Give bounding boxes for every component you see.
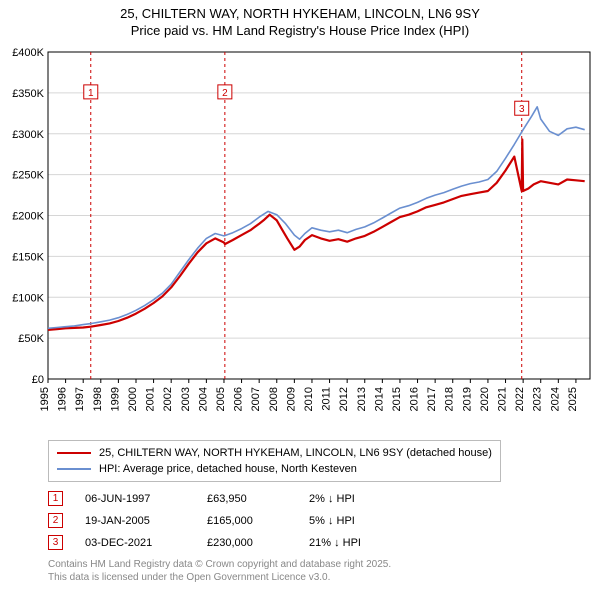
footer-attribution: Contains HM Land Registry data © Crown c… [48,558,590,584]
svg-text:2015: 2015 [391,387,403,411]
svg-text:£300K: £300K [12,129,44,141]
legend-swatch [57,452,91,455]
svg-text:1999: 1999 [109,387,121,411]
svg-text:2000: 2000 [127,387,139,411]
svg-text:2024: 2024 [549,387,561,411]
svg-text:2012: 2012 [338,387,350,411]
svg-text:1996: 1996 [57,387,69,411]
svg-text:2008: 2008 [268,387,280,411]
event-price: £63,950 [207,493,287,505]
legend: 25, CHILTERN WAY, NORTH HYKEHAM, LINCOLN… [48,440,501,482]
event-diff: 21% ↓ HPI [309,537,399,549]
svg-text:2006: 2006 [233,387,245,411]
svg-text:3: 3 [519,104,525,115]
footer-line-1: Contains HM Land Registry data © Crown c… [48,558,590,571]
svg-text:£200K: £200K [12,210,44,222]
event-date: 03-DEC-2021 [85,537,185,549]
title-line-2: Price paid vs. HM Land Registry's House … [10,23,590,40]
legend-swatch [57,468,91,471]
svg-text:2003: 2003 [180,387,192,411]
svg-text:2011: 2011 [321,387,333,411]
event-row: 1 06-JUN-1997 £63,950 2% ↓ HPI [48,488,590,510]
svg-text:2004: 2004 [197,387,209,411]
svg-text:2017: 2017 [426,387,438,411]
svg-text:£0: £0 [32,374,44,386]
svg-text:2009: 2009 [285,387,297,411]
svg-text:2002: 2002 [162,387,174,411]
svg-text:£400K: £400K [12,47,44,59]
event-diff: 5% ↓ HPI [309,515,399,527]
svg-text:2: 2 [222,88,228,99]
event-row: 3 03-DEC-2021 £230,000 21% ↓ HPI [48,532,590,554]
event-badge: 2 [48,513,63,528]
svg-text:2025: 2025 [567,387,579,411]
svg-text:2023: 2023 [532,387,544,411]
svg-text:2016: 2016 [409,387,421,411]
svg-text:£50K: £50K [18,333,44,345]
chart-title: 25, CHILTERN WAY, NORTH HYKEHAM, LINCOLN… [0,0,600,44]
svg-text:2001: 2001 [145,387,157,411]
svg-text:2010: 2010 [303,387,315,411]
event-row: 2 19-JAN-2005 £165,000 5% ↓ HPI [48,510,590,532]
svg-text:2021: 2021 [497,387,509,411]
svg-text:2013: 2013 [356,387,368,411]
event-badge: 3 [48,535,63,550]
svg-text:2019: 2019 [461,387,473,411]
svg-text:2007: 2007 [250,387,262,411]
svg-text:2022: 2022 [514,387,526,411]
svg-text:£100K: £100K [12,292,44,304]
event-price: £165,000 [207,515,287,527]
svg-text:£350K: £350K [12,88,44,100]
title-line-1: 25, CHILTERN WAY, NORTH HYKEHAM, LINCOLN… [10,6,590,23]
svg-text:1: 1 [88,88,94,99]
events-table: 1 06-JUN-1997 £63,950 2% ↓ HPI 2 19-JAN-2005 £… [48,488,590,554]
footer-line-2: This data is licensed under the Open Gov… [48,571,590,584]
svg-text:2020: 2020 [479,387,491,411]
legend-label: 25, CHILTERN WAY, NORTH HYKEHAM, LINCOLN… [99,447,492,459]
legend-label: HPI: Average price, detached house, Nort… [99,463,357,475]
svg-text:2018: 2018 [444,387,456,411]
event-price: £230,000 [207,537,287,549]
chart: £0 £50K £100K £150K £200K £250K £300K £350K £400… [0,44,600,434]
event-date: 06-JUN-1997 [85,493,185,505]
svg-text:£250K: £250K [12,169,44,181]
svg-text:2014: 2014 [373,387,385,411]
event-diff: 2% ↓ HPI [309,493,399,505]
svg-text:1997: 1997 [74,387,86,411]
svg-text:2005: 2005 [215,387,227,411]
svg-text:1995: 1995 [39,387,51,411]
event-date: 19-JAN-2005 [85,515,185,527]
svg-text:1998: 1998 [92,387,104,411]
svg-text:£150K: £150K [12,251,44,263]
event-badge: 1 [48,491,63,506]
legend-item: 25, CHILTERN WAY, NORTH HYKEHAM, LINCOLN… [57,445,492,461]
legend-item: HPI: Average price, detached house, Nort… [57,461,492,477]
